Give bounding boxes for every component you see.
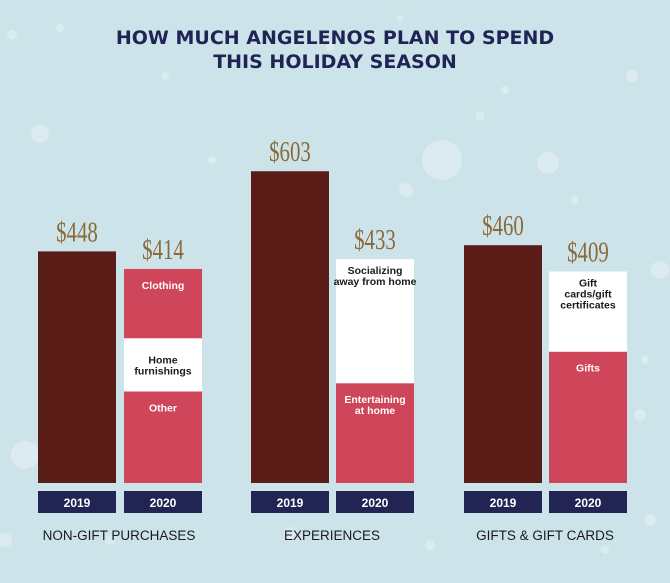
year-box [38, 491, 116, 513]
bubble-decoration [475, 111, 485, 121]
segment-label: Gifts [576, 363, 600, 375]
bubble-decoration [56, 24, 64, 32]
bar-segment [464, 245, 542, 483]
year-label: 2020 [575, 496, 602, 510]
bar-segment [336, 383, 414, 483]
value-label: $414 [142, 234, 184, 266]
segment-label: Clothing [142, 280, 185, 292]
year-box [336, 491, 414, 513]
bar-segment [251, 171, 329, 483]
bubble-decoration [422, 140, 462, 180]
year-label: 2019 [277, 496, 304, 510]
bars-layer: $448 2019 Other Home furnishings Clothing $414… [38, 136, 627, 543]
year-box [549, 491, 627, 513]
value-label: $409 [567, 236, 609, 268]
value-label: $448 [56, 216, 98, 248]
bubble-decoration [537, 152, 559, 174]
bubble-decoration [641, 356, 649, 364]
segment-label: Entertaining at home [344, 394, 405, 417]
bubble-decoration [634, 409, 646, 421]
year-label: 2019 [490, 496, 517, 510]
chart-title-line-1: HOW MUCH ANGELENOS PLAN TO SPEND [116, 27, 554, 49]
category-label: NON-GIFT PURCHASES [43, 528, 196, 543]
year-label: 2019 [64, 496, 91, 510]
segment-label: Other [149, 402, 177, 414]
bubble-decoration [571, 196, 579, 204]
bubble-decoration [11, 441, 39, 469]
bar-segment [549, 271, 627, 352]
bar-segment [336, 259, 414, 384]
segment-label: Home furnishings [134, 354, 191, 377]
bubble-decoration [284, 527, 296, 539]
bubble-decoration [601, 546, 609, 554]
background-bubbles [0, 15, 669, 554]
bubble-decoration [399, 183, 413, 197]
year-label: 2020 [150, 496, 177, 510]
bubble-decoration [326, 43, 334, 51]
bubble-decoration [425, 540, 435, 550]
year-box [124, 491, 202, 513]
category-label: EXPERIENCES [284, 528, 380, 543]
bubble-decoration [651, 261, 669, 279]
category-label: GIFTS & GIFT CARDS [476, 528, 614, 543]
bubble-decoration [31, 125, 49, 143]
bubble-decoration [501, 86, 509, 94]
bar-segment [549, 351, 627, 483]
year-label: 2020 [362, 496, 389, 510]
year-box [251, 491, 329, 513]
value-label: $460 [482, 210, 524, 242]
bar-segment [124, 391, 202, 483]
bubble-decoration [105, 535, 115, 545]
bar-segment [124, 338, 202, 392]
segment-label: Gift cards/gift certificates [560, 278, 616, 312]
bubble-decoration [161, 72, 169, 80]
bubble-decoration [0, 533, 12, 547]
segment-label: Socializing away from home [334, 265, 417, 288]
bubble-decoration [397, 15, 403, 21]
year-box [464, 491, 542, 513]
value-label: $603 [269, 136, 311, 168]
chart-title-line-2: THIS HOLIDAY SEASON [213, 51, 457, 73]
bar-segment [38, 251, 116, 483]
bubble-decoration [7, 30, 17, 40]
bubble-decoration [644, 514, 656, 526]
bubble-decoration [208, 156, 216, 164]
bubble-decoration [626, 70, 638, 82]
bar-segment [124, 268, 202, 339]
value-label: $433 [354, 224, 396, 256]
